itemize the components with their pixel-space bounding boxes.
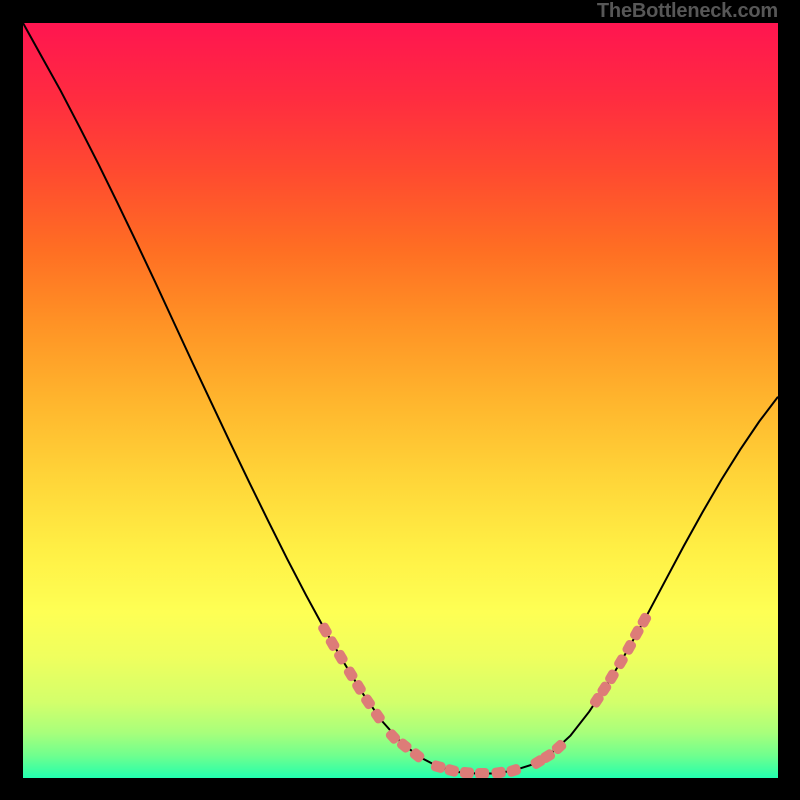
curve-marker [621,639,637,657]
curve-marker [444,763,460,777]
chart-frame: TheBottleneck.com [0,0,800,800]
curve-marker [613,653,630,671]
curve-marker [430,759,446,773]
marker-group [317,611,653,778]
curve-marker [505,763,522,778]
watermark-text: TheBottleneck.com [597,0,778,23]
plot-area [23,23,778,778]
bottleneck-curve [23,23,778,773]
curve-marker [351,679,368,697]
curve-marker [475,768,489,778]
curve-marker [324,635,341,653]
curve-layer [23,23,778,778]
curve-marker [317,621,334,639]
curve-marker [460,767,475,778]
curve-marker [333,648,350,666]
curve-marker [342,665,359,683]
curve-marker [491,766,507,778]
